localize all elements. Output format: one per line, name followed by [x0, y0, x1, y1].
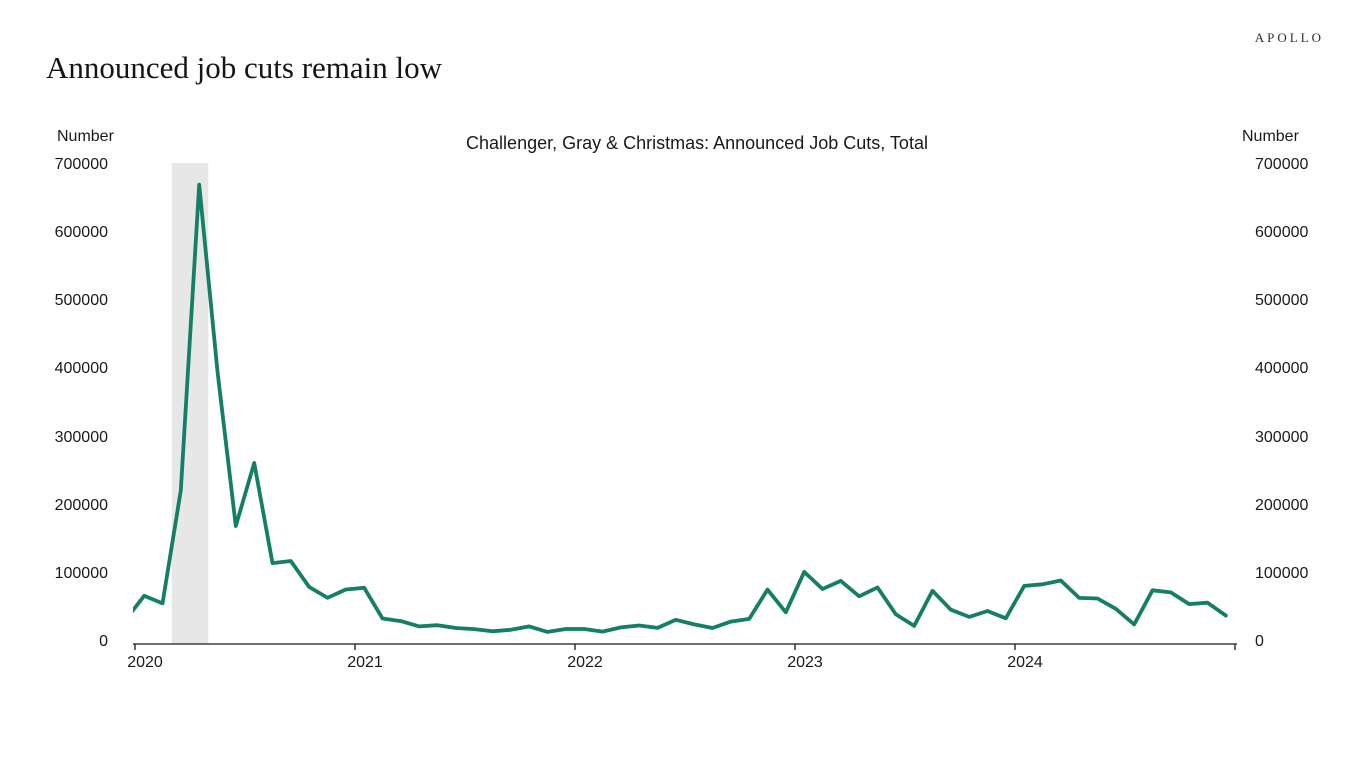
y-tick-label-right: 400000 [1255, 360, 1309, 378]
y-tick-label-left: 700000 [54, 156, 108, 173]
page-title: Announced job cuts remain low [46, 50, 443, 85]
y-tick-label-left: 200000 [54, 496, 108, 514]
x-tick-label: 2023 [787, 654, 823, 671]
x-axis [133, 643, 1237, 650]
y-tick-label-right: 600000 [1255, 224, 1309, 242]
x-tick-label: 2020 [127, 654, 163, 671]
y-tick-label-left: 400000 [54, 360, 108, 378]
y-tick-label-right: 700000 [1255, 156, 1309, 173]
chart-title: Challenger, Gray & Christmas: Announced … [466, 133, 928, 153]
job-cuts-line [133, 182, 1228, 634]
y-tick-label-right: 300000 [1255, 428, 1309, 446]
y-tick-label-right: 200000 [1255, 496, 1309, 514]
y-tick-label-left: 100000 [54, 564, 108, 582]
y-axis-unit-left: Number [57, 128, 114, 145]
x-tick-label: 2024 [1007, 654, 1043, 671]
y-tick-label-left: 500000 [54, 292, 108, 310]
y-tick-label-left: 600000 [54, 224, 108, 242]
recession-band [171, 163, 209, 644]
apollo-logo: APOLLO [1254, 30, 1324, 45]
y-tick-label-left: 0 [99, 633, 108, 650]
y-tick-label-left: 300000 [54, 428, 108, 446]
y-tick-label-right: 100000 [1255, 564, 1309, 582]
y-tick-label-right: 0 [1255, 633, 1264, 650]
x-tick-label: 2021 [347, 654, 383, 671]
x-tick-label: 2022 [567, 654, 603, 671]
y-tick-label-right: 500000 [1255, 292, 1309, 310]
y-axis-unit-right: Number [1242, 128, 1299, 145]
